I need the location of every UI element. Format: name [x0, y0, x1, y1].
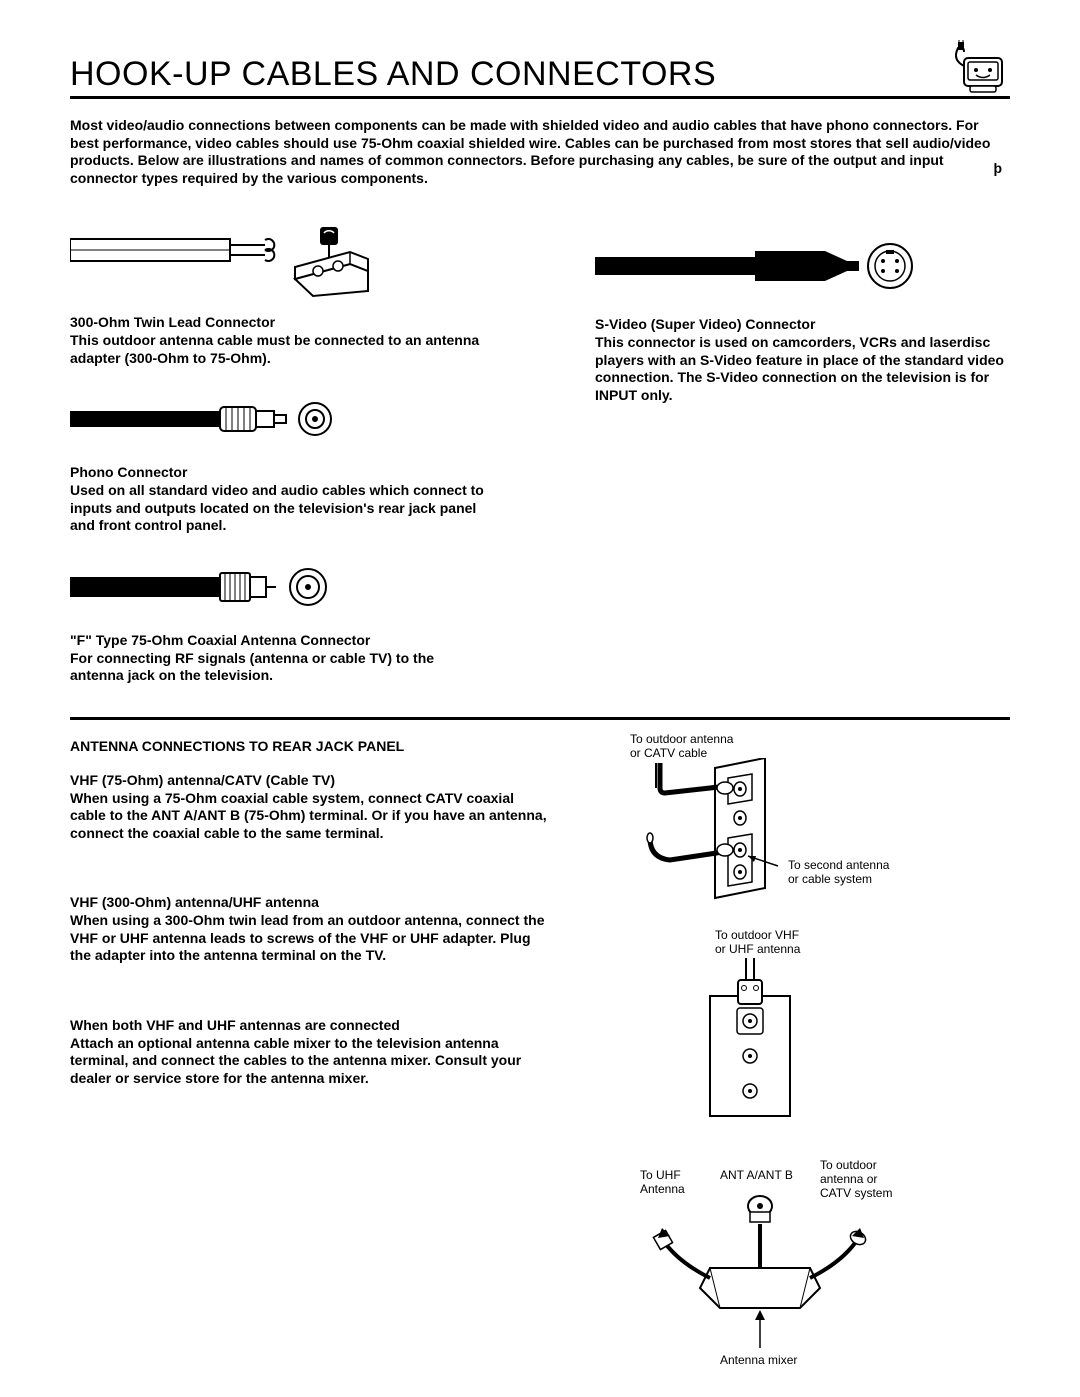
f-type-block: "F" Type 75-Ohm Coaxial Antenna Connecto… [70, 557, 485, 685]
vhf300-title: VHF (300-Ohm) antenna/UHF antenna [70, 894, 550, 910]
label-ant-ab: ANT A/ANT B [720, 1168, 793, 1182]
twin-lead-body: This outdoor antenna cable must be conne… [70, 332, 485, 367]
vhf300-body: When using a 300-Ohm twin lead from an o… [70, 912, 550, 965]
phono-block: Phono Connector Used on all standard vid… [70, 389, 485, 535]
antenna-text-column: ANTENNA CONNECTIONS TO REAR JACK PANEL V… [70, 738, 550, 1378]
twin-lead-illustration [70, 209, 370, 299]
antenna-section: ANTENNA CONNECTIONS TO REAR JACK PANEL V… [70, 738, 1010, 1378]
phono-title: Phono Connector [70, 464, 485, 480]
page-title: HOOK-UP CABLES AND CONNECTORS [70, 55, 716, 94]
s-video-body: This connector is used on camcorders, VC… [595, 334, 1010, 404]
page-header: HOOK-UP CABLES AND CONNECTORS [70, 40, 1010, 99]
label-antenna-mixer: Antenna mixer [720, 1353, 797, 1367]
label-outdoor-vhf-uhf: To outdoor VHF or UHF antenna [715, 928, 800, 956]
connectors-grid: 300-Ohm Twin Lead Connector This outdoor… [70, 201, 1010, 707]
f-type-body: For connecting RF signals (antenna or ca… [70, 650, 485, 685]
both-body: Attach an optional antenna cable mixer t… [70, 1035, 550, 1088]
intro-paragraph: Most video/audio connections between com… [70, 117, 1010, 187]
left-column: 300-Ohm Twin Lead Connector This outdoor… [70, 201, 485, 707]
phono-body: Used on all standard video and audio cab… [70, 482, 485, 535]
s-video-block: S-Video (Super Video) Connector This con… [595, 231, 1010, 404]
both-title: When both VHF and UHF antennas are conne… [70, 1017, 550, 1033]
diagram-mixer: To UHF Antenna ANT A/ANT B To outdoor an… [620, 1138, 1010, 1378]
diagram-catv: To outdoor antenna or CATV cable [620, 738, 1010, 908]
f-type-illustration [70, 557, 340, 617]
twin-lead-title: 300-Ohm Twin Lead Connector [70, 314, 485, 330]
s-video-illustration [595, 231, 915, 301]
phono-illustration [70, 389, 340, 449]
label-outdoor-catv: To outdoor antenna or CATV cable [630, 732, 733, 760]
vhf75-title: VHF (75-Ohm) antenna/CATV (Cable TV) [70, 772, 550, 788]
diagram-vhf-uhf: To outdoor VHF or UHF antenna [620, 928, 1010, 1128]
antenna-section-title: ANTENNA CONNECTIONS TO REAR JACK PANEL [70, 738, 550, 754]
f-type-title: "F" Type 75-Ohm Coaxial Antenna Connecto… [70, 632, 485, 648]
s-video-title: S-Video (Super Video) Connector [595, 316, 1010, 332]
mascot-icon [950, 40, 1010, 96]
page-number: þ [993, 160, 1002, 176]
vhf75-body: When using a 75-Ohm coaxial cable system… [70, 790, 550, 843]
section-divider [70, 717, 1010, 720]
right-column: S-Video (Super Video) Connector This con… [595, 201, 1010, 707]
twin-lead-block: 300-Ohm Twin Lead Connector This outdoor… [70, 209, 485, 367]
label-second-antenna: To second antenna or cable system [788, 858, 889, 886]
antenna-diagrams-column: To outdoor antenna or CATV cable [620, 738, 1010, 1378]
